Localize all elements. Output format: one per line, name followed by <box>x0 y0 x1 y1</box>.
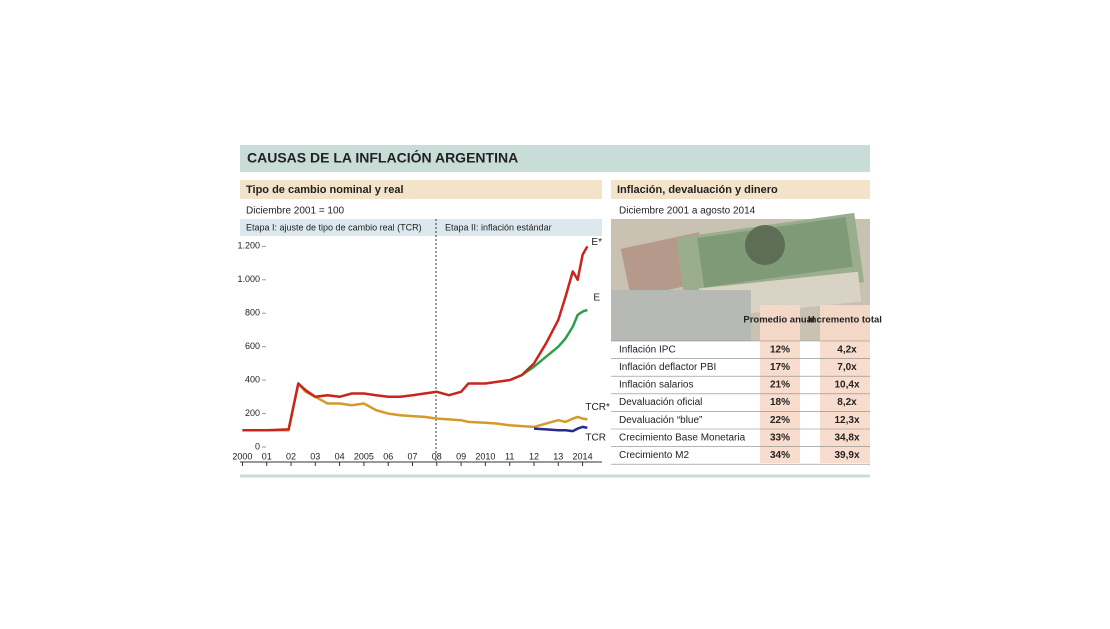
series-line <box>533 425 588 433</box>
row-label: Crecimiento Base Monetaria <box>619 432 746 443</box>
table-header <box>611 180 870 199</box>
main-title: CAUSAS DE LA INFLACIÓN ARGENTINA <box>247 149 518 166</box>
x-tick-label: 02 <box>286 451 296 461</box>
x-tick-label: 2005 <box>354 451 374 461</box>
x-tick-label: 09 <box>456 451 466 461</box>
row-label: Crecimiento M2 <box>619 450 689 461</box>
stage-band <box>240 219 602 236</box>
row-label: Inflación deflactor PBI <box>619 362 716 373</box>
cell: 22% <box>770 415 790 426</box>
y-tick-label: 1.000 <box>237 274 260 284</box>
y-tick-label: 800 <box>245 308 260 318</box>
chart-subtitle: Diciembre 2001 = 100 <box>246 206 345 217</box>
cell: 34% <box>770 450 790 461</box>
y-tick-label: 0 <box>255 441 260 451</box>
x-tick-label: 03 <box>310 451 320 461</box>
x-tick-label: 12 <box>529 451 539 461</box>
col-bg <box>760 305 800 463</box>
y-tick-label: 1.200 <box>237 241 260 251</box>
cell: 4,2x <box>837 344 857 355</box>
cell: 18% <box>770 397 790 408</box>
column-header: Incremento total <box>808 315 882 326</box>
column-header: Promedio anual <box>743 315 814 326</box>
header-bar <box>240 145 870 172</box>
series-label: TCR <box>585 432 606 443</box>
x-tick-label: 08 <box>432 451 442 461</box>
series-line <box>242 245 589 432</box>
table-subtitle: Diciembre 2001 a agosto 2014 <box>619 206 756 217</box>
series-label: TCR* <box>585 402 610 413</box>
cell: 34,8x <box>834 432 859 443</box>
y-tick-label: 200 <box>245 408 260 418</box>
cell: 10,4x <box>834 380 859 391</box>
series-label: E* <box>591 237 602 248</box>
col-bg <box>820 305 870 463</box>
y-tick-label: 400 <box>245 374 260 384</box>
row-label: Devaluación “blue” <box>619 415 702 426</box>
row-label: Inflación IPC <box>619 344 676 355</box>
cell: 7,0x <box>837 362 857 373</box>
x-tick-label: 2000 <box>232 451 252 461</box>
cell: 39,9x <box>834 450 859 461</box>
x-tick-label: 01 <box>262 451 272 461</box>
cell: 12,3x <box>834 415 859 426</box>
chart-header <box>240 180 602 199</box>
row-label: Devaluación oficial <box>619 397 702 408</box>
cell: 17% <box>770 362 790 373</box>
cell: 12% <box>770 344 790 355</box>
y-tick-label: 600 <box>245 341 260 351</box>
x-tick-label: 06 <box>383 451 393 461</box>
stage-label: Etapa II: inflación estándar <box>445 222 552 232</box>
x-tick-label: 07 <box>407 451 417 461</box>
cell: 21% <box>770 380 790 391</box>
stage-label: Etapa I: ajuste de tipo de cambio real (… <box>246 222 422 232</box>
plot <box>242 245 589 433</box>
cell: 33% <box>770 432 790 443</box>
x-tick-label: 11 <box>505 451 514 461</box>
table-title: Inflación, devaluación y dinero <box>617 184 778 196</box>
x-tick-label: 2014 <box>573 451 593 461</box>
chart-title: Tipo de cambio nominal y real <box>246 184 404 196</box>
x-tick-label: 2010 <box>475 451 495 461</box>
series-label: E <box>593 293 600 304</box>
x-tick-label: 04 <box>335 451 345 461</box>
cell: 8,2x <box>837 397 857 408</box>
series-line <box>509 308 588 382</box>
row-label: Inflación salarios <box>619 380 693 391</box>
x-tick-label: 13 <box>553 451 563 461</box>
